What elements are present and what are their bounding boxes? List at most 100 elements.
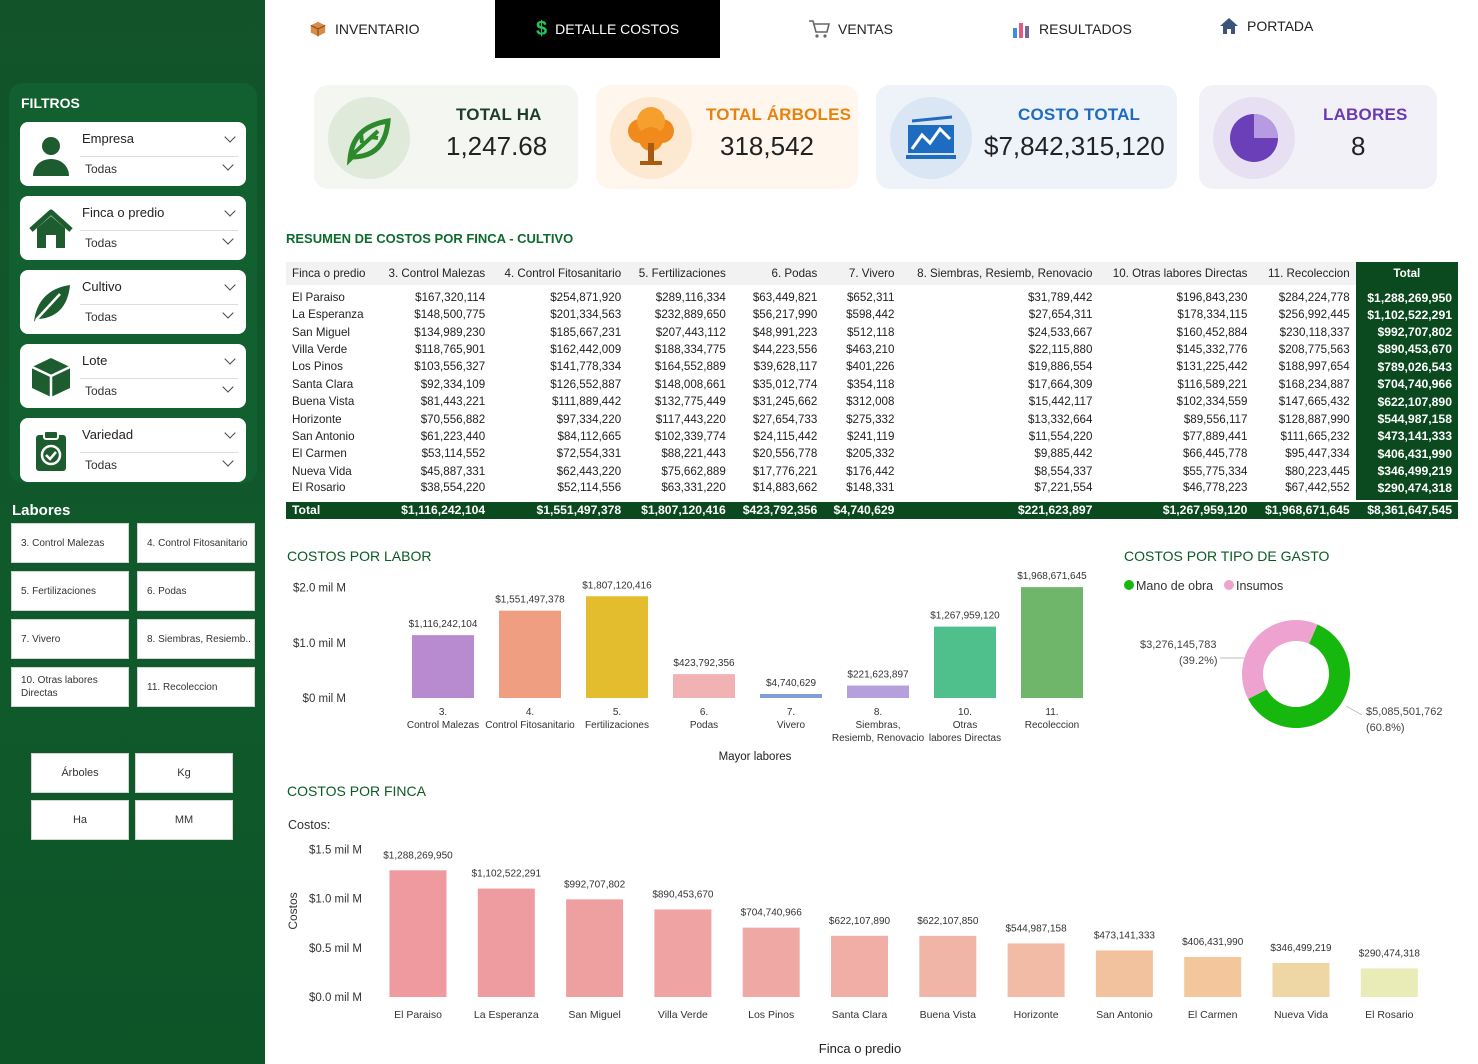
table-cell: $38,554,220 bbox=[420, 481, 486, 495]
filter-label: Empresa bbox=[82, 131, 135, 146]
tab-inventario[interactable]: INVENTARIO bbox=[309, 0, 449, 58]
unit-button-kg[interactable]: Kg bbox=[135, 753, 233, 793]
labor-filter-button[interactable]: 10. Otras labores Directas bbox=[11, 667, 129, 707]
table-cell: $118,765,901 bbox=[415, 342, 486, 356]
table-cell: $473,141,333 bbox=[1355, 427, 1458, 446]
table-cell: $53,114,552 bbox=[421, 447, 486, 461]
table-cell: $208,775,563 bbox=[1278, 342, 1350, 356]
table-cell: $56,217,990 bbox=[752, 308, 818, 322]
chevron-down-icon[interactable] bbox=[224, 353, 236, 365]
table-cell: $178,334,115 bbox=[1177, 308, 1248, 322]
table-cell: $44,223,556 bbox=[752, 342, 818, 356]
kpi-title: COSTO TOTAL bbox=[1018, 105, 1141, 124]
table-cell: $141,778,334 bbox=[550, 360, 622, 374]
unit-button-mm[interactable]: MM bbox=[135, 800, 233, 840]
filter-lote[interactable]: Lote Todas bbox=[20, 344, 246, 408]
filter-empresa[interactable]: Empresa Todas bbox=[20, 122, 246, 186]
home-icon bbox=[1219, 16, 1239, 36]
labor-filter-button[interactable]: 7. Vivero bbox=[11, 619, 129, 659]
table-cell: $512,118 bbox=[846, 325, 895, 339]
kpi-title: TOTAL HA bbox=[456, 105, 542, 124]
summary-table: Finca o predio 3. Control Malezas 4. Contr… bbox=[286, 262, 1458, 519]
chevron-down-icon[interactable] bbox=[224, 131, 236, 143]
filter-value-dropdown[interactable]: Todas bbox=[80, 156, 238, 178]
table-cell: $188,334,775 bbox=[654, 342, 726, 356]
labor-filter-button[interactable]: 6. Podas bbox=[137, 571, 255, 611]
x-axis-title: Finca o predio bbox=[819, 1041, 901, 1056]
table-cell: $148,331 bbox=[846, 481, 895, 495]
column-header[interactable]: 6. Podas bbox=[731, 262, 824, 285]
table-row: La Esperanza $148,500,775 $201,334,563 $232… bbox=[286, 306, 1458, 324]
finca-chart-title: COSTOS POR FINCA bbox=[287, 783, 426, 799]
y-axis-title: Costos bbox=[286, 892, 300, 929]
filter-finca-o-predio[interactable]: Finca o predio Todas bbox=[20, 196, 246, 260]
table-cell: $19,886,554 bbox=[1027, 360, 1093, 374]
table-cell: San Antonio bbox=[292, 429, 355, 443]
column-header[interactable]: 4. Control Fitosanitario bbox=[491, 262, 628, 285]
labor-filter-button[interactable]: 11. Recoleccion bbox=[137, 667, 255, 707]
table-cell: $70,556,882 bbox=[420, 412, 486, 426]
filter-value-dropdown[interactable]: Todas bbox=[80, 378, 238, 400]
table-row: Nueva Vida $45,887,331 $62,443,220 $75,662,… bbox=[286, 462, 1458, 480]
column-header[interactable]: 3. Control Malezas bbox=[376, 262, 492, 285]
table-cell: $463,210 bbox=[846, 342, 895, 356]
bar bbox=[499, 610, 561, 698]
table-cell: $4,740,629 bbox=[823, 499, 901, 519]
kpi-title: TOTAL ÁRBOLES bbox=[706, 105, 852, 124]
table-cell: $598,442 bbox=[846, 308, 895, 322]
table-cell: $116,589,221 bbox=[1177, 377, 1248, 391]
chevron-down-icon[interactable] bbox=[224, 279, 236, 291]
table-cell: $652,311 bbox=[846, 291, 895, 304]
table-cell: $148,008,661 bbox=[654, 377, 726, 391]
data-label: $3,276,145,783 bbox=[1140, 639, 1216, 651]
column-header[interactable]: 5. Fertilizaciones bbox=[627, 262, 732, 285]
labor-filter-button[interactable]: 3. Control Malezas bbox=[11, 523, 129, 563]
chevron-down-icon[interactable] bbox=[224, 205, 236, 217]
table-cell: $312,008 bbox=[846, 395, 895, 409]
table-cell: $66,445,778 bbox=[1182, 447, 1248, 461]
column-header[interactable]: 10. Otras labores Directas bbox=[1098, 262, 1254, 285]
table-cell: $7,221,554 bbox=[1034, 481, 1093, 495]
labor-filter-button[interactable]: 5. Fertilizaciones bbox=[11, 571, 129, 611]
table-cell: $31,245,662 bbox=[752, 395, 818, 409]
filter-variedad[interactable]: Variedad Todas bbox=[20, 418, 246, 482]
x-tick-label: El Paraiso bbox=[394, 1009, 442, 1021]
unit-button-árboles[interactable]: Árboles bbox=[31, 753, 129, 793]
bar bbox=[1184, 957, 1242, 997]
person-icon bbox=[28, 132, 74, 178]
labor-filter-button[interactable]: 4. Control Fitosanitario bbox=[137, 523, 255, 563]
leaf-icon bbox=[28, 280, 74, 326]
y-tick-label: $1.0 mil M bbox=[293, 638, 346, 650]
tab-ventas[interactable]: VENTAS bbox=[808, 0, 928, 58]
x-tick-label: Santa Clara bbox=[832, 1009, 888, 1021]
unit-button-ha[interactable]: Ha bbox=[31, 800, 129, 840]
filter-cultivo[interactable]: Cultivo Todas bbox=[20, 270, 246, 334]
bar-chart-icon bbox=[1011, 19, 1031, 39]
x-tick-label: Nueva Vida bbox=[1274, 1009, 1328, 1021]
tab-portada[interactable]: PORTADA bbox=[1219, 0, 1349, 55]
filter-value-dropdown[interactable]: Todas bbox=[80, 230, 238, 252]
tab-resultados[interactable]: RESULTADOS bbox=[1011, 0, 1161, 58]
filter-value-dropdown[interactable]: Todas bbox=[80, 452, 238, 474]
chevron-down-icon[interactable] bbox=[224, 427, 236, 439]
summary-title: RESUMEN DE COSTOS POR FINCA - CULTIVO bbox=[286, 231, 574, 246]
y-tick-label: $0.5 mil M bbox=[309, 943, 362, 955]
kpi-card-2: COSTO TOTAL $7,842,315,120 bbox=[876, 85, 1177, 189]
labor-filter-button[interactable]: 8. Siembras, Resiemb.. bbox=[137, 619, 255, 659]
table-cell: $401,226 bbox=[846, 360, 895, 374]
filters-title: FILTROS bbox=[21, 95, 80, 111]
column-header[interactable]: 7. Vivero bbox=[823, 262, 901, 285]
table-cell: El Carmen bbox=[292, 447, 347, 461]
table-cell: $11,554,220 bbox=[1028, 429, 1093, 443]
table-cell: $8,554,337 bbox=[1034, 464, 1093, 478]
table-cell: $188,997,654 bbox=[1278, 360, 1350, 374]
column-header[interactable]: 11. Recoleccion bbox=[1253, 262, 1356, 285]
table-cell: $22,115,880 bbox=[1028, 342, 1093, 356]
column-header[interactable]: 8. Siembras, Resiemb, Renovacio bbox=[900, 262, 1099, 285]
table-cell: $14,883,662 bbox=[752, 481, 818, 495]
column-header[interactable]: Total bbox=[1355, 262, 1458, 285]
tab-detalle-costos[interactable]: $ DETALLE COSTOS bbox=[495, 0, 720, 58]
column-header[interactable]: Finca o predio bbox=[286, 262, 377, 285]
filter-value-dropdown[interactable]: Todas bbox=[80, 304, 238, 326]
table-cell: $346,499,219 bbox=[1355, 462, 1458, 480]
